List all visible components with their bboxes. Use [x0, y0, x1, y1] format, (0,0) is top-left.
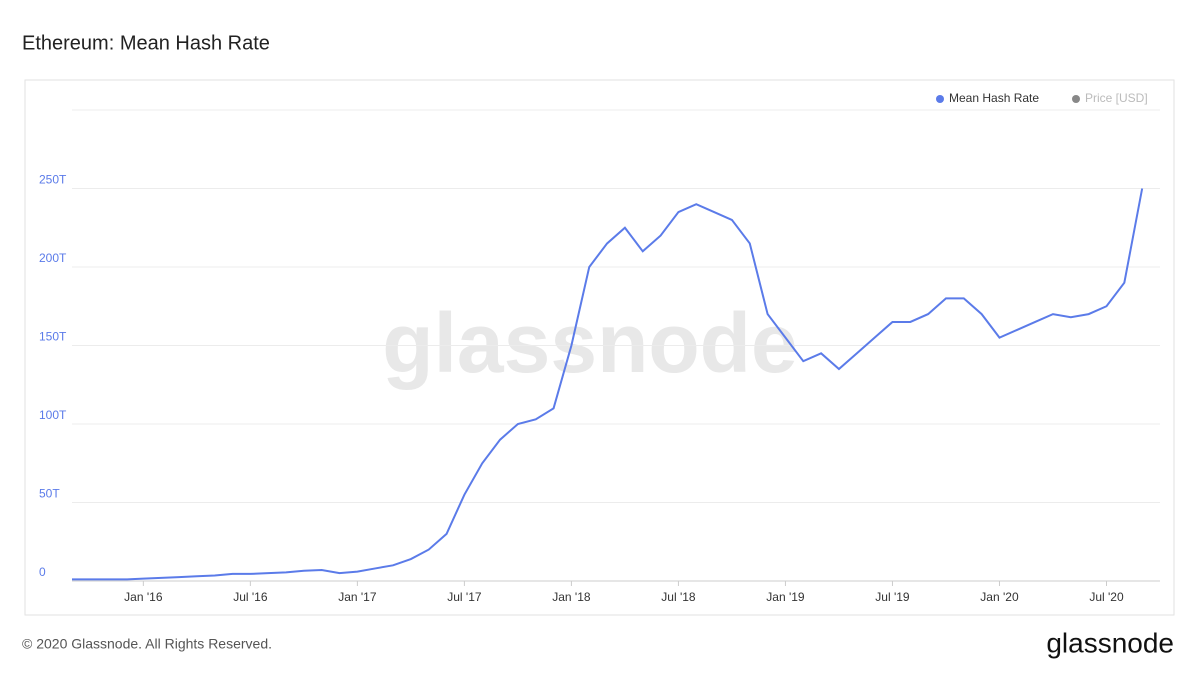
watermark: glassnode	[382, 296, 797, 390]
x-tick-label: Jul '20	[1089, 590, 1124, 604]
x-tick-label: Jul '16	[233, 590, 268, 604]
chart-frame	[24, 79, 1175, 616]
x-tick-label: Jan '17	[338, 590, 377, 604]
y-tick-label: 50T	[39, 487, 60, 501]
legend-label: Price [USD]	[1085, 91, 1148, 105]
legend-marker	[1072, 95, 1080, 103]
legend-marker	[936, 95, 944, 103]
y-tick-label: 200T	[39, 251, 67, 265]
y-tick-label: 150T	[39, 330, 67, 344]
chart-title: Ethereum: Mean Hash Rate	[22, 32, 270, 54]
legend-label: Mean Hash Rate	[949, 91, 1039, 105]
x-tick-label: Jul '19	[875, 590, 910, 604]
y-tick-label: 250T	[39, 173, 67, 187]
x-tick-label: Jan '18	[552, 590, 591, 604]
y-tick-label: 0	[39, 565, 46, 579]
x-tick-label: Jan '19	[766, 590, 805, 604]
x-tick-label: Jan '16	[124, 590, 163, 604]
y-tick-label: 100T	[39, 408, 67, 422]
x-tick-label: Jan '20	[980, 590, 1019, 604]
data-line	[72, 188, 1144, 581]
logo: glassnode	[1046, 627, 1174, 658]
x-tick-label: Jul '17	[447, 590, 482, 604]
copyright: © 2020 Glassnode. All Rights Reserved.	[22, 636, 272, 652]
x-tick-label: Jul '18	[661, 590, 696, 604]
